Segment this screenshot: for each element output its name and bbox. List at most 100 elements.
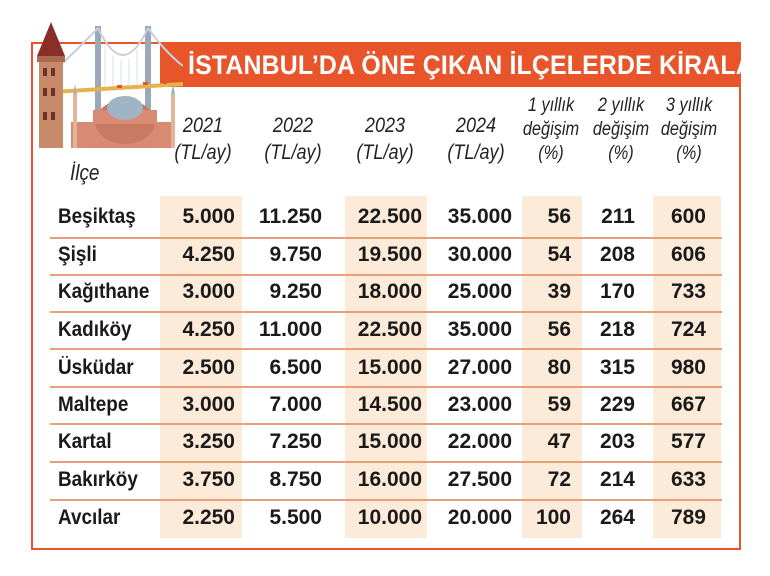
row-separator [50, 274, 722, 276]
cell-change-3y: 606 [670, 243, 706, 266]
cell-change-2y: 211 [601, 205, 635, 228]
table-row: Bakırköy 3.750 8.750 16.000 27.500 72 214 633 [50, 461, 730, 499]
row-separator [50, 237, 722, 239]
col-header-1y: 1 yıllık değişim (%) [522, 95, 580, 164]
cell-change-2y: 315 [599, 356, 635, 379]
cell-change-3y: 733 [670, 280, 706, 303]
col-header-2023: 2023 (TL/ay) [356, 114, 414, 164]
column-shade-2023 [345, 196, 427, 538]
column-shade-1y [522, 196, 582, 538]
table-row: Şişli 4.250 9.750 19.500 30.000 54 208 606 [50, 236, 730, 274]
cell-change-3y: 724 [670, 318, 706, 341]
cell-2024: 30.000 [447, 243, 512, 266]
cell-change-2y: 264 [599, 506, 635, 529]
cell-2023: 22.500 [357, 318, 422, 341]
row-separator [50, 423, 722, 425]
cell-change-1y: 54 [547, 243, 571, 266]
cell-change-1y: 59 [547, 393, 571, 416]
cell-2021: 4.250 [182, 243, 235, 266]
cell-change-1y: 56 [547, 205, 571, 228]
table-row: Kağıthane 3.000 9.250 18.000 25.000 39 170 733 [50, 273, 730, 311]
cell-change-1y: 80 [547, 356, 571, 379]
cell-change-3y: 667 [670, 393, 706, 416]
cell-district: Kadıköy [58, 318, 132, 341]
cell-2022: 9.750 [269, 243, 322, 266]
cell-2021: 2.500 [182, 356, 235, 379]
col-header-2021: 2021 (TL/ay) [174, 114, 232, 164]
table-row: Üsküdar 2.500 6.500 15.000 27.000 80 315 980 [50, 349, 730, 387]
cell-2021: 3.250 [182, 430, 235, 453]
cell-2022: 8.750 [269, 468, 322, 491]
cell-district: Avcılar [58, 506, 121, 529]
cell-2022: 7.250 [269, 430, 322, 453]
cell-2021: 3.000 [182, 393, 235, 416]
cell-2023: 15.000 [357, 430, 422, 453]
table-row: Kartal 3.250 7.250 15.000 22.000 47 203 577 [50, 423, 730, 461]
cell-2022: 11.250 [258, 205, 322, 228]
cell-2023: 14.500 [357, 393, 422, 416]
cell-2023: 16.000 [357, 468, 422, 491]
cell-change-3y: 633 [670, 468, 706, 491]
cell-change-2y: 229 [599, 393, 635, 416]
cell-district: Kartal [58, 430, 112, 453]
cell-2022: 9.250 [269, 280, 322, 303]
column-shade-3y [653, 196, 721, 538]
cell-2024: 22.000 [447, 430, 512, 453]
cell-change-3y: 577 [670, 430, 706, 453]
cell-2023: 19.500 [357, 243, 422, 266]
cell-2023: 15.000 [357, 356, 422, 379]
cell-district: Şişli [58, 243, 97, 266]
cell-2022: 11.000 [258, 318, 322, 341]
table-row: Avcılar 2.250 5.500 10.000 20.000 100 264 789 [50, 499, 730, 537]
row-separator [50, 348, 722, 350]
column-shade-2021 [160, 196, 242, 538]
title-bar [160, 43, 740, 87]
cell-2022: 7.000 [269, 393, 322, 416]
cell-2022: 5.500 [269, 506, 322, 529]
table-row: Beşiktaş 5.000 11.250 22.500 35.000 56 211 600 [50, 198, 730, 236]
cell-2024: 27.500 [447, 468, 512, 491]
cell-change-2y: 170 [599, 280, 635, 303]
cell-change-3y: 789 [670, 506, 706, 529]
row-separator [50, 386, 722, 388]
cell-change-1y: 39 [547, 280, 571, 303]
cell-2024: 35.000 [447, 205, 512, 228]
row-separator [50, 461, 722, 463]
cell-district: Maltepe [58, 393, 129, 416]
table-row: Maltepe 3.000 7.000 14.500 23.000 59 229 667 [50, 386, 730, 424]
cell-district: Bakırköy [58, 468, 138, 491]
cell-2021: 5.000 [182, 205, 235, 228]
cell-district: Üsküdar [58, 356, 134, 379]
cell-2021: 4.250 [182, 318, 235, 341]
col-header-2y: 2 yıllık değişim (%) [592, 95, 650, 164]
cell-change-1y: 100 [535, 506, 571, 529]
cell-change-2y: 218 [599, 318, 635, 341]
cell-2024: 27.000 [447, 356, 512, 379]
cell-change-3y: 980 [670, 356, 706, 379]
cell-2023: 10.000 [357, 506, 422, 529]
cell-2024: 20.000 [447, 506, 512, 529]
cell-2024: 23.000 [447, 393, 512, 416]
col-header-3y: 3 yıllık değişim (%) [660, 95, 718, 164]
cell-change-3y: 600 [670, 205, 706, 228]
cell-2022: 6.500 [269, 356, 322, 379]
district-header: İlçe [70, 160, 100, 185]
cell-change-2y: 208 [599, 243, 635, 266]
cell-change-2y: 203 [599, 430, 635, 453]
cell-2021: 3.000 [182, 280, 235, 303]
cell-change-1y: 47 [547, 430, 571, 453]
col-header-2024: 2024 (TL/ay) [447, 114, 505, 164]
cell-change-1y: 72 [547, 468, 571, 491]
cell-change-2y: 214 [599, 468, 635, 491]
row-separator [50, 311, 722, 313]
row-separator [50, 499, 722, 501]
cell-2024: 25.000 [447, 280, 512, 303]
cell-2024: 35.000 [447, 318, 512, 341]
table-row: Kadıköy 4.250 11.000 22.500 35.000 56 218 724 [50, 311, 730, 349]
cell-2023: 22.500 [357, 205, 422, 228]
cell-district: Beşiktaş [58, 205, 136, 228]
cell-district: Kağıthane [58, 280, 150, 303]
cell-2021: 3.750 [182, 468, 235, 491]
table-title: İSTANBUL’DA ÖNE ÇIKAN İLÇELERDE KİRALAR [188, 50, 770, 80]
cell-change-1y: 56 [547, 318, 571, 341]
